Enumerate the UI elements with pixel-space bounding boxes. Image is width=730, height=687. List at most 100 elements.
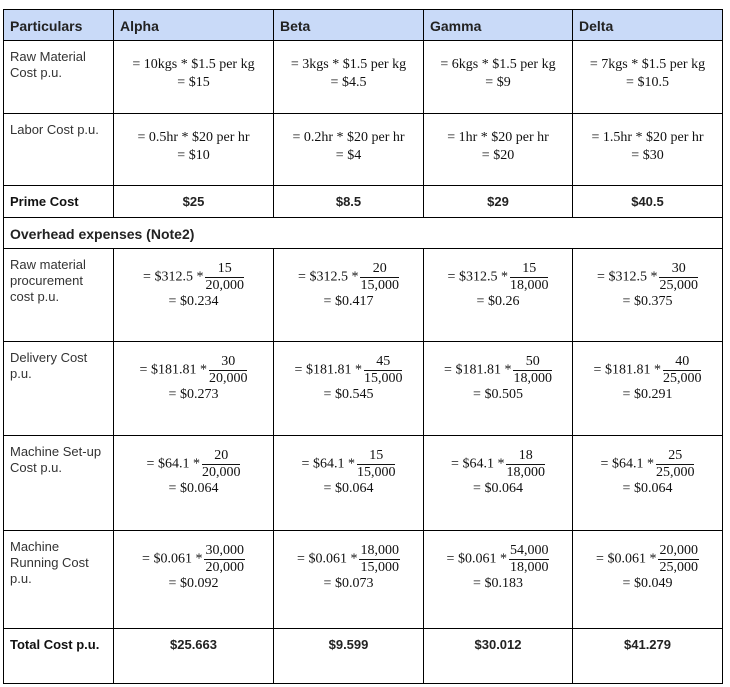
- formula-multiplier: = $181.81 *: [593, 362, 661, 378]
- fraction: 40 25,000: [662, 354, 702, 387]
- formula-expression: = 3kgs * $1.5 per kg: [290, 57, 407, 72]
- numerator: 30: [208, 354, 248, 371]
- formula-result: = $0.545: [323, 387, 374, 402]
- formula-multiplier: = $312.5 *: [447, 269, 508, 285]
- formula-result: = $4: [335, 148, 362, 163]
- formula-multiplier: = $64.1 *: [600, 456, 654, 472]
- row-running: Machine Running Cost p.u. = $0.061 * 30,00…: [3, 530, 723, 629]
- formula-result: = $0.092: [168, 576, 219, 591]
- total-value: $41.279: [572, 628, 723, 684]
- formula-multiplier: = $312.5 *: [298, 269, 359, 285]
- fraction: 15 15,000: [356, 448, 396, 481]
- denominator: 15,000: [356, 465, 396, 480]
- formula-result: = $20: [481, 148, 515, 163]
- formula-cell: = $312.5 * 15 18,000 = $0.26: [423, 248, 573, 342]
- denominator: 20,000: [205, 278, 244, 293]
- numerator: 15: [356, 448, 396, 465]
- formula-expression: = 0.5hr * $20 per hr: [137, 130, 250, 145]
- formula-cell: = 3kgs * $1.5 per kg = $4.5: [273, 40, 424, 114]
- formula-multiplier: = $312.5 *: [597, 269, 658, 285]
- formula-expression: = 1hr * $20 per hr: [447, 130, 549, 145]
- formula-cell: = 7kgs * $1.5 per kg = $10.5: [572, 40, 723, 114]
- total-value: $29: [423, 185, 573, 218]
- header-column: Beta: [273, 9, 424, 41]
- formula-cell: = 1.5hr * $20 per hr = $30: [572, 113, 723, 186]
- denominator: 20,000: [201, 465, 241, 480]
- formula-result: = $0.073: [323, 576, 374, 591]
- formula-multiplier: = $181.81 *: [294, 362, 362, 378]
- formula-expression: = 7kgs * $1.5 per kg: [589, 57, 706, 72]
- total-value: $25.663: [113, 628, 274, 684]
- denominator: 18,000: [506, 465, 545, 480]
- fraction: 18 18,000: [506, 448, 545, 481]
- formula-multiplier: = $0.061 *: [596, 551, 657, 567]
- formula-result: = $0.234: [168, 294, 219, 309]
- formula-result: = $0.064: [323, 481, 374, 496]
- formula-result: = $30: [631, 148, 664, 163]
- formula-cell: = 10kgs * $1.5 per kg = $15: [113, 40, 274, 114]
- numerator: 50: [513, 354, 552, 371]
- fraction: 54,000 18,000: [508, 543, 550, 576]
- formula-cell: = $0.061 * 20,000 25,000 = $0.049: [572, 530, 723, 629]
- formula-cell: = $312.5 * 30 25,000 = $0.375: [572, 248, 723, 342]
- numerator: 54,000: [508, 543, 550, 560]
- formula-multiplier: = $0.061 *: [446, 551, 507, 567]
- denominator: 25,000: [659, 560, 698, 575]
- total-value: $25: [113, 185, 274, 218]
- row-label: Delivery Cost p.u.: [3, 341, 114, 436]
- fraction: 30,000 20,000: [204, 543, 245, 576]
- overhead-section-row: Overhead expenses (Note2): [3, 217, 723, 249]
- numerator: 20,000: [658, 543, 699, 560]
- row-prime: Prime Cost $25 $8.5 $29 $40.5: [3, 185, 723, 218]
- denominator: 25,000: [655, 465, 695, 480]
- formula-result: = $4.5: [330, 75, 367, 90]
- formula-result: = $0.064: [473, 481, 523, 496]
- numerator: 30,000: [204, 543, 245, 560]
- numerator: 45: [363, 354, 403, 371]
- formula-multiplier: = $181.81 *: [139, 362, 207, 378]
- formula-result: = $0.291: [622, 387, 673, 402]
- header-row: Particulars Alpha Beta Gamma Delta: [3, 9, 723, 41]
- formula-multiplier: = $0.061 *: [297, 551, 358, 567]
- formula-result: = $0.26: [476, 294, 520, 309]
- formula-multiplier: = $64.1 *: [301, 456, 355, 472]
- numerator: 15: [509, 261, 549, 278]
- formula-result: = $9: [485, 75, 511, 90]
- fraction: 30 20,000: [208, 354, 248, 387]
- denominator: 25,000: [662, 371, 702, 386]
- fraction: 15 20,000: [205, 261, 244, 294]
- formula-cell: = $0.061 * 30,000 20,000 = $0.092: [113, 530, 274, 629]
- row-label: Prime Cost: [3, 185, 114, 218]
- formula-multiplier: = $0.061 *: [142, 551, 203, 567]
- formula-cell: = $181.81 * 45 15,000 = $0.545: [273, 341, 424, 436]
- formula-multiplier: = $64.1 *: [146, 456, 200, 472]
- denominator: 15,000: [363, 371, 403, 386]
- numerator: 40: [662, 354, 702, 371]
- row-label: Total Cost p.u.: [3, 628, 114, 684]
- formula-cell: = $181.81 * 30 20,000 = $0.273: [113, 341, 274, 436]
- fraction: 50 18,000: [513, 354, 552, 387]
- fraction: 25 25,000: [655, 448, 695, 481]
- formula-cell: = 6kgs * $1.5 per kg = $9: [423, 40, 573, 114]
- total-value: $30.012: [423, 628, 573, 684]
- formula-cell: = 0.5hr * $20 per hr = $10: [113, 113, 274, 186]
- fraction: 20 20,000: [201, 448, 241, 481]
- formula-result: = $0.064: [622, 481, 673, 496]
- total-value: $40.5: [572, 185, 723, 218]
- formula-cell: = $0.061 * 54,000 18,000 = $0.183: [423, 530, 573, 629]
- header-column: Gamma: [423, 9, 573, 41]
- fraction: 15 18,000: [509, 261, 549, 294]
- formula-result: = $0.183: [473, 576, 523, 591]
- fraction: 45 15,000: [363, 354, 403, 387]
- fraction: 20 15,000: [360, 261, 399, 294]
- row-setup: Machine Set-up Cost p.u. = $64.1 * 20 20,00…: [3, 435, 723, 531]
- total-value: $8.5: [273, 185, 424, 218]
- row-labor: Labor Cost p.u. = 0.5hr * $20 per hr = $10…: [3, 113, 723, 186]
- denominator: 15,000: [360, 278, 399, 293]
- numerator: 20: [360, 261, 399, 278]
- formula-result: = $0.049: [622, 576, 673, 591]
- denominator: 18,000: [509, 278, 549, 293]
- formula-expression: = 6kgs * $1.5 per kg: [440, 57, 556, 72]
- formula-result: = $10: [177, 148, 210, 163]
- row-label: Raw Material Cost p.u.: [3, 40, 114, 114]
